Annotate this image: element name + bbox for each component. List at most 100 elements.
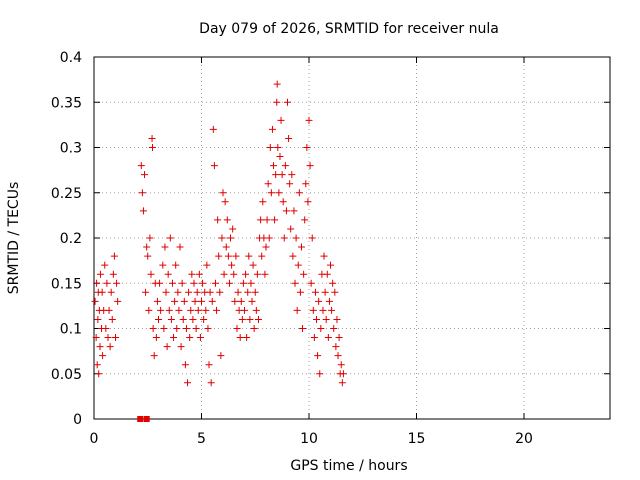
data-point xyxy=(331,288,339,296)
data-point xyxy=(328,306,336,314)
data-point xyxy=(303,144,311,151)
data-point xyxy=(172,261,180,269)
data-point xyxy=(193,288,201,296)
data-point xyxy=(241,306,248,314)
data-point xyxy=(313,315,321,323)
data-point xyxy=(148,134,156,142)
data-point xyxy=(98,288,106,296)
data-point xyxy=(287,225,295,233)
data-point xyxy=(103,279,111,287)
data-point xyxy=(223,216,231,224)
data-point xyxy=(137,162,145,170)
data-point xyxy=(290,207,298,215)
data-point xyxy=(208,297,216,305)
data-point xyxy=(280,234,288,242)
data-point xyxy=(302,180,310,188)
data-point xyxy=(300,270,308,278)
data-point xyxy=(285,134,293,142)
data-point xyxy=(163,343,171,351)
data-point xyxy=(316,370,324,378)
data-point xyxy=(310,334,318,342)
data-point xyxy=(253,270,261,278)
data-point xyxy=(105,306,113,314)
data-point xyxy=(112,334,119,342)
data-point xyxy=(91,297,99,305)
data-point xyxy=(239,279,247,287)
data-point xyxy=(166,234,174,242)
x-tick-labels: 0 5 10 15 20 xyxy=(90,431,533,447)
data-point xyxy=(222,243,230,251)
data-point xyxy=(273,80,281,88)
data-point xyxy=(192,325,200,332)
data-point xyxy=(145,306,153,314)
data-point xyxy=(114,297,122,305)
data-point xyxy=(248,297,256,305)
data-point xyxy=(164,270,172,278)
data-point xyxy=(278,171,286,179)
data-point xyxy=(220,270,228,278)
data-point xyxy=(296,288,304,296)
data-point xyxy=(184,379,192,387)
data-point xyxy=(245,252,253,260)
data-point xyxy=(266,144,274,151)
data-point xyxy=(233,325,241,332)
data-point xyxy=(141,171,149,179)
data-point xyxy=(147,270,155,278)
data-point xyxy=(292,234,300,242)
data-point xyxy=(314,352,322,360)
data-point xyxy=(323,270,331,278)
data-point xyxy=(242,270,250,278)
data-point xyxy=(234,288,242,296)
data-point xyxy=(322,315,330,323)
data-point xyxy=(217,352,225,360)
data-point xyxy=(144,252,152,260)
data-point xyxy=(170,334,178,342)
data-point xyxy=(291,279,299,287)
data-point xyxy=(186,334,194,342)
data-point xyxy=(339,370,347,378)
data-point xyxy=(93,361,101,369)
x-tick-label: 10 xyxy=(300,431,318,447)
data-point xyxy=(215,252,223,260)
data-point xyxy=(148,144,156,151)
data-point xyxy=(237,297,245,305)
data-point xyxy=(179,315,187,323)
y-tick-label: 0 xyxy=(73,412,82,428)
data-point xyxy=(286,180,294,188)
data-point xyxy=(257,216,265,224)
data-point xyxy=(315,297,323,305)
y-tick-label: 0.4 xyxy=(60,50,82,66)
data-point xyxy=(263,216,271,224)
data-point xyxy=(250,325,258,332)
data-point xyxy=(267,189,275,197)
data-point xyxy=(268,125,276,133)
data-point xyxy=(247,279,255,287)
data-point xyxy=(146,234,154,242)
data-point xyxy=(230,270,238,278)
data-point xyxy=(159,261,167,269)
data-points xyxy=(91,80,347,422)
data-point xyxy=(110,252,118,260)
x-tick-label: 5 xyxy=(197,431,206,447)
data-point xyxy=(236,334,244,342)
data-point xyxy=(168,279,176,287)
y-tick-label: 0.05 xyxy=(51,367,82,383)
y-tick-label: 0.35 xyxy=(51,95,82,111)
data-point xyxy=(178,279,186,287)
data-point xyxy=(324,334,332,342)
data-point xyxy=(160,325,168,332)
data-point-zero xyxy=(143,416,150,422)
data-point xyxy=(229,225,237,233)
data-point xyxy=(284,98,291,106)
data-point xyxy=(321,288,329,296)
data-point xyxy=(191,297,199,305)
chart-title: Day 079 of 2026, SRMTID for receiver nul… xyxy=(199,21,499,37)
data-point xyxy=(139,207,147,215)
data-point xyxy=(259,198,267,206)
data-point xyxy=(271,216,279,224)
y-tick-label: 0.25 xyxy=(51,186,82,202)
data-point xyxy=(188,270,196,278)
data-point xyxy=(308,234,316,242)
x-tick-label: 20 xyxy=(515,431,533,447)
